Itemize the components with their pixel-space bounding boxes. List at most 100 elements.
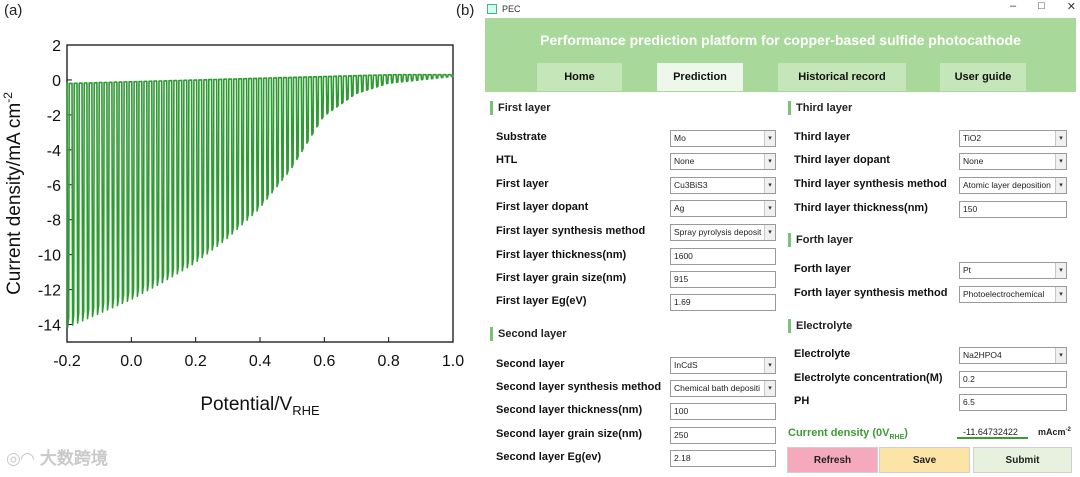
form-label: Second layer grain size(nm) (496, 428, 643, 440)
chevron-down-icon[interactable]: ▾ (1055, 287, 1066, 302)
window-titlebar: PEC – □ ✕ (481, 0, 1080, 17)
dropdown-select[interactable]: Mo ▾ (670, 130, 776, 147)
y-axis-label: Current density/mA cm-2 (1, 92, 25, 295)
form-label: Second layer Eg(ev) (496, 451, 602, 463)
chevron-down-icon[interactable]: ▾ (764, 358, 775, 373)
text-input[interactable]: 1600 (670, 248, 776, 265)
section-first-layer: First layer (490, 101, 551, 115)
current-density-label-sub: RHE (889, 434, 905, 442)
dropdown-select[interactable]: TiO2 ▾ (959, 130, 1067, 147)
chevron-down-icon[interactable]: ▾ (764, 381, 775, 396)
section-second-layer: Second layer (490, 327, 566, 341)
chart-plot (66, 73, 454, 329)
dropdown-select[interactable]: None ▾ (670, 153, 776, 170)
form-label: Substrate (496, 131, 547, 143)
x-tick-label: 0.4 (249, 353, 271, 370)
form-label: Third layer (794, 131, 851, 143)
y-axis-label-text: Current density/mA cm (4, 103, 25, 295)
dropdown-select[interactable]: InCdS ▾ (670, 357, 776, 374)
y-tick-label: -10 (38, 248, 61, 265)
app-title: Performance prediction platform for copp… (540, 32, 1021, 48)
photocurrent-chart: -0.2 0.0 0.2 0.4 0.6 0.8 1.0 2 0 -2 -4 -6 -8 -10 -12 -1… (1, 38, 464, 418)
window-controls: – □ ✕ (1010, 0, 1076, 13)
chevron-down-icon[interactable]: ▾ (764, 154, 775, 169)
watermark-logo: ◎◠ 大数跨境 (6, 444, 108, 469)
current-density-label-close: ) (904, 427, 908, 439)
dropdown-select[interactable]: Spray pyrolysis deposit ▾ (670, 224, 776, 241)
chevron-down-icon[interactable]: ▾ (1055, 131, 1066, 146)
maximize-icon[interactable]: □ (1038, 0, 1045, 12)
form-label: Second layer thickness(nm) (496, 404, 643, 416)
save-button[interactable]: Save (879, 447, 970, 473)
dropdown-select[interactable]: None ▾ (959, 153, 1067, 170)
y-axis-label-sup: -2 (1, 92, 15, 103)
submit-button[interactable]: Submit (973, 447, 1072, 473)
current-density-unit: mAcm-2 (1038, 427, 1071, 437)
dropdown-value: Atomic layer deposition (963, 180, 1051, 190)
dropdown-value: Pt (963, 265, 972, 275)
text-input[interactable]: 100 (670, 403, 776, 420)
panel-a-label: (a) (4, 2, 23, 19)
form-label: First layer synthesis method (496, 225, 646, 237)
dropdown-value: Chemical bath depositi (674, 383, 760, 393)
form-label: Third layer synthesis method (794, 178, 947, 190)
chevron-down-icon[interactable]: ▾ (764, 131, 775, 146)
form-label: First layer dopant (496, 201, 589, 213)
dropdown-select[interactable]: Pt ▾ (959, 262, 1067, 279)
y-tick-label: -14 (38, 318, 61, 335)
text-input[interactable]: 915 (670, 271, 776, 288)
y-tick-label: -6 (47, 178, 61, 195)
current-density-value: -11.64732422 (957, 427, 1028, 439)
chevron-down-icon[interactable]: ▾ (1055, 263, 1066, 278)
text-input[interactable]: 2.18 (670, 450, 776, 467)
form-label: First layer Eg(eV) (496, 295, 587, 307)
text-input[interactable]: 1.69 (670, 294, 776, 311)
dropdown-select[interactable]: Atomic layer deposition ▾ (959, 177, 1067, 194)
photocurrent-series-line (66, 73, 454, 329)
x-tick-label: 1.0 (442, 353, 464, 370)
tab-home[interactable]: Home (537, 63, 622, 91)
y-tick-label: -4 (47, 143, 61, 160)
dropdown-value: Spray pyrolysis deposit (674, 227, 762, 237)
text-input[interactable]: 6.5 (959, 394, 1067, 411)
dropdown-value: Cu3BiS3 (674, 180, 708, 190)
panel-b-label: (b) (456, 2, 475, 19)
form-label: PH (794, 395, 810, 407)
x-tick-label: 0.2 (185, 353, 207, 370)
header-banner: Performance prediction platform for copp… (485, 18, 1076, 92)
y-tick-label: 0 (52, 73, 61, 90)
dropdown-value: Na2HPO4 (963, 350, 1002, 360)
chevron-down-icon[interactable]: ▾ (1055, 154, 1066, 169)
dropdown-select[interactable]: Chemical bath depositi ▾ (670, 380, 776, 397)
chevron-down-icon[interactable]: ▾ (764, 201, 775, 216)
chevron-down-icon[interactable]: ▾ (1055, 348, 1066, 363)
tab-prediction[interactable]: Prediction (657, 63, 743, 91)
watermark-text: 大数跨境 (39, 449, 108, 469)
text-input[interactable]: 150 (959, 201, 1067, 218)
chevron-down-icon[interactable]: ▾ (764, 225, 775, 240)
dropdown-select[interactable]: Ag ▾ (670, 200, 776, 217)
minimize-icon[interactable]: – (1010, 0, 1017, 12)
dropdown-value: Mo (674, 133, 686, 143)
form-label: Third layer dopant (794, 154, 890, 166)
form-label: HTL (496, 154, 518, 166)
x-axis-label-sub: RHE (292, 403, 320, 418)
dropdown-select[interactable]: Photoelectrochemical ▾ (959, 286, 1067, 303)
form-label: Third layer thickness(nm) (794, 202, 928, 214)
close-icon[interactable]: ✕ (1066, 1, 1076, 13)
refresh-button[interactable]: Refresh (787, 447, 878, 473)
text-input[interactable]: 0.2 (959, 371, 1067, 388)
app-icon (487, 3, 497, 14)
text-input[interactable]: 250 (670, 427, 776, 444)
section-forth-layer: Forth layer (788, 233, 853, 247)
chevron-down-icon[interactable]: ▾ (1055, 178, 1066, 193)
dropdown-value: Photoelectrochemical (963, 289, 1045, 299)
dropdown-select[interactable]: Na2HPO4 ▾ (959, 347, 1067, 364)
chevron-down-icon[interactable]: ▾ (764, 178, 775, 193)
tab-user-guide[interactable]: User guide (940, 63, 1026, 91)
dropdown-select[interactable]: Cu3BiS3 ▾ (670, 177, 776, 194)
plot-frame (66, 44, 454, 343)
tab-historical-record[interactable]: Historical record (778, 63, 906, 91)
section-third-layer: Third layer (788, 101, 852, 115)
form-label: Forth layer synthesis method (794, 287, 948, 299)
